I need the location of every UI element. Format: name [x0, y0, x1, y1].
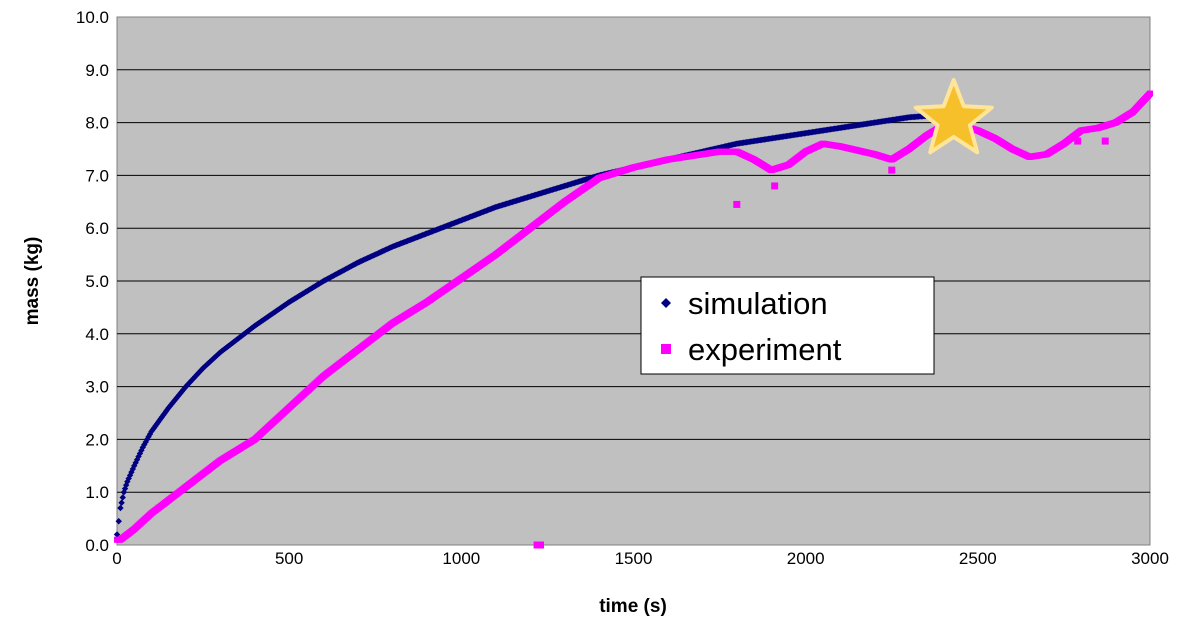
- y-tick-label: 10.0: [76, 8, 109, 27]
- y-tick-label: 5.0: [85, 272, 109, 291]
- x-tick-label: 2500: [959, 549, 997, 568]
- x-axis-title: time (s): [599, 596, 667, 617]
- y-tick-label: 7.0: [85, 166, 109, 185]
- x-tick-label: 0: [112, 549, 121, 568]
- data-point-experiment-outlier: [733, 200, 741, 208]
- data-point-experiment-outlier: [888, 166, 896, 174]
- data-point-experiment-outlier: [771, 182, 779, 190]
- y-tick-label: 9.0: [85, 61, 109, 80]
- data-point-simulation: [119, 494, 126, 501]
- x-tick-label: 3000: [1131, 549, 1169, 568]
- gridlines: [117, 69, 1150, 493]
- legend-marker-experiment: [661, 344, 671, 354]
- legend-marker-simulation: [661, 298, 671, 308]
- y-tick-label: 1.0: [85, 483, 109, 502]
- y-axis-title: mass (kg): [22, 237, 43, 326]
- data-point-experiment: [1147, 90, 1153, 97]
- legend: simulation experiment: [640, 276, 935, 375]
- data-point-simulation: [113, 531, 121, 538]
- y-tick-label: 2.0: [85, 430, 109, 449]
- x-tick-label: 2000: [787, 549, 825, 568]
- data-point-simulation: [118, 499, 125, 506]
- legend-label-experiment: experiment: [688, 332, 842, 367]
- series-experiment: [114, 90, 1153, 549]
- data-point-experiment-outlier: [537, 541, 545, 549]
- x-tick-label: 1000: [442, 549, 480, 568]
- data-point-simulation: [120, 489, 128, 496]
- series-simulation: [113, 111, 947, 538]
- annotations: [913, 78, 994, 155]
- y-tick-label: 0.0: [85, 536, 109, 555]
- data-point-experiment-outlier: [1101, 137, 1109, 145]
- data-point-simulation: [115, 518, 122, 525]
- x-tick-label: 500: [275, 549, 303, 568]
- x-axis-tick-labels: 0 500 1000 1500 2000 2500 3000: [112, 549, 1169, 568]
- y-tick-label: 8.0: [85, 114, 109, 133]
- data-point-experiment-outlier: [1074, 137, 1082, 145]
- y-tick-label: 4.0: [85, 325, 109, 344]
- data-point-simulation: [117, 504, 124, 512]
- legend-box: [640, 276, 935, 375]
- star-annotation: [913, 78, 994, 155]
- x-tick-label: 1500: [615, 549, 653, 568]
- legend-label-simulation: simulation: [688, 286, 828, 321]
- y-tick-label: 6.0: [85, 219, 109, 238]
- y-axis-tick-labels: 0.0 1.0 2.0 3.0 4.0 5.0 6.0 7.0 8.0 9.0 10.0: [76, 8, 109, 555]
- y-tick-label: 3.0: [85, 378, 109, 397]
